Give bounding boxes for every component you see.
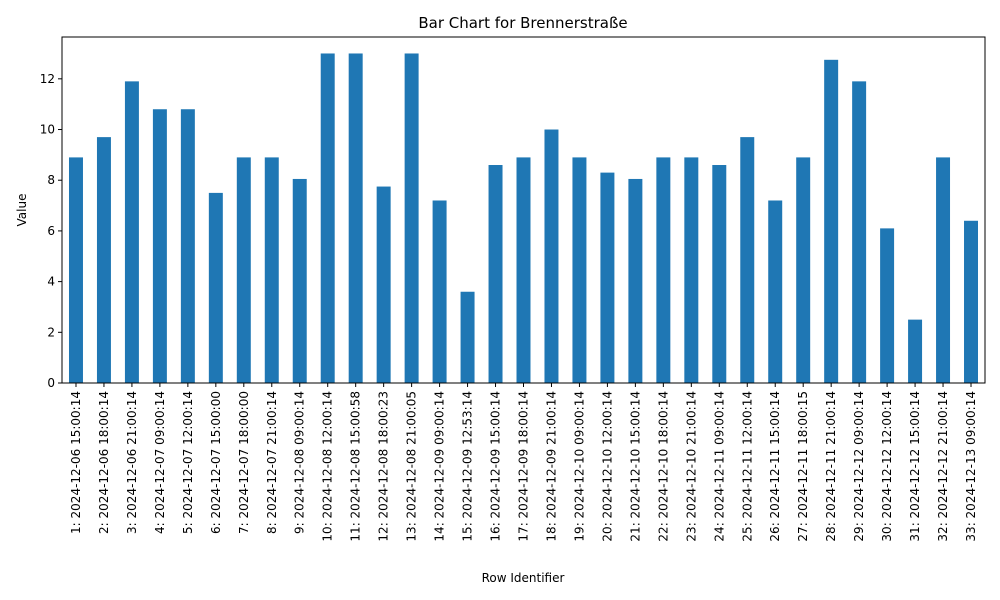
x-tick-label-20: 20: 2024-12-10 12:00:14 [600,391,614,542]
y-tick-label-2: 2 [47,325,55,339]
x-tick-label-18: 18: 2024-12-09 21:00:14 [544,391,558,542]
x-tick-label-1: 1: 2024-12-06 15:00:14 [69,391,83,534]
x-tick-label-8: 8: 2024-12-07 21:00:14 [265,391,279,534]
bar-3 [124,81,139,384]
x-tick-label-17: 17: 2024-12-09 18:00:14 [517,391,531,542]
y-axis-label: Value [15,194,29,227]
bar-23 [684,157,699,383]
y-tick-label-12: 12 [40,72,55,86]
bar-22 [656,157,671,383]
x-axis-label: Row Identifier [482,571,565,585]
x-tick-label-23: 23: 2024-12-10 21:00:14 [684,391,698,542]
y-tick-label-0: 0 [47,376,55,390]
x-tick-label-25: 25: 2024-12-11 12:00:14 [740,391,754,542]
bar-16 [488,165,503,383]
bar-11 [348,53,363,383]
x-tick-label-28: 28: 2024-12-11 21:00:14 [824,391,838,542]
y-tick-label-8: 8 [47,173,55,187]
x-tick-label-11: 11: 2024-12-08 15:00:58 [349,391,363,542]
x-tick-label-32: 32: 2024-12-12 21:00:14 [936,391,950,542]
x-tick-label-33: 33: 2024-12-13 09:00:14 [964,391,978,542]
x-tick-label-19: 19: 2024-12-10 09:00:14 [572,391,586,542]
bar-20 [600,172,615,383]
x-tick-label-27: 27: 2024-12-11 18:00:15 [796,391,810,542]
bar-9 [292,178,307,383]
plot-frame [61,36,986,384]
bar-10 [320,53,335,383]
x-tick-label-13: 13: 2024-12-08 21:00:05 [405,391,419,542]
bar-29 [852,81,867,384]
bar-7 [236,157,251,383]
bar-30 [880,228,895,383]
bar-2 [96,137,111,383]
bar-14 [432,200,447,383]
x-tick-label-22: 22: 2024-12-10 18:00:14 [656,391,670,542]
bar-28 [824,59,839,384]
x-axis: 1: 2024-12-06 15:00:14 2: 2024-12-06 18:0… [69,383,978,542]
bar-33 [964,220,978,383]
x-tick-label-15: 15: 2024-12-09 12:53:14 [461,391,475,542]
bar-1 [68,157,83,383]
x-tick-label-4: 4: 2024-12-07 09:00:14 [153,391,167,534]
bar-8 [264,157,279,383]
bar-26 [768,200,783,383]
bar-19 [572,157,587,383]
bar-5 [180,109,195,384]
y-tick-label-4: 4 [47,275,55,289]
bar-17 [516,157,531,383]
x-tick-label-21: 21: 2024-12-10 15:00:14 [628,391,642,542]
x-tick-label-10: 10: 2024-12-08 12:00:14 [321,391,335,542]
x-tick-label-31: 31: 2024-12-12 15:00:14 [908,391,922,542]
bar-15 [460,291,475,383]
bar-13 [404,53,419,383]
x-tick-label-5: 5: 2024-12-07 12:00:14 [181,391,195,534]
chart-title: Bar Chart for Brennerstraße [418,14,627,32]
bar-27 [796,157,811,383]
bar-4 [152,109,167,384]
y-axis: 0 2 4 6 8 10 12 [40,72,62,390]
x-tick-label-6: 6: 2024-12-07 15:00:00 [209,391,223,534]
x-tick-label-2: 2: 2024-12-06 18:00:14 [97,391,111,534]
x-tick-label-9: 9: 2024-12-08 09:00:14 [293,391,307,534]
x-tick-label-29: 29: 2024-12-12 09:00:14 [852,391,866,542]
x-tick-label-3: 3: 2024-12-06 21:00:14 [125,391,139,534]
y-tick-label-6: 6 [47,224,55,238]
x-tick-label-7: 7: 2024-12-07 18:00:00 [237,391,251,534]
x-tick-label-12: 12: 2024-12-08 18:00:23 [377,391,391,542]
bar-24 [712,165,727,383]
bar-6 [208,192,223,383]
bar-25 [740,137,755,383]
y-tick-label-10: 10 [40,123,55,137]
x-tick-label-16: 16: 2024-12-09 15:00:14 [489,391,503,542]
bar-18 [544,129,559,383]
x-tick-label-24: 24: 2024-12-11 09:00:14 [712,391,726,542]
bar-31 [908,319,923,383]
bars-group [68,53,978,384]
bar-12 [376,186,391,383]
x-tick-label-14: 14: 2024-12-09 09:00:14 [433,391,447,542]
x-tick-label-30: 30: 2024-12-12 12:00:14 [880,391,894,542]
bar-21 [628,178,643,383]
bar-32 [936,157,951,383]
x-tick-label-26: 26: 2024-12-11 15:00:14 [768,391,782,542]
